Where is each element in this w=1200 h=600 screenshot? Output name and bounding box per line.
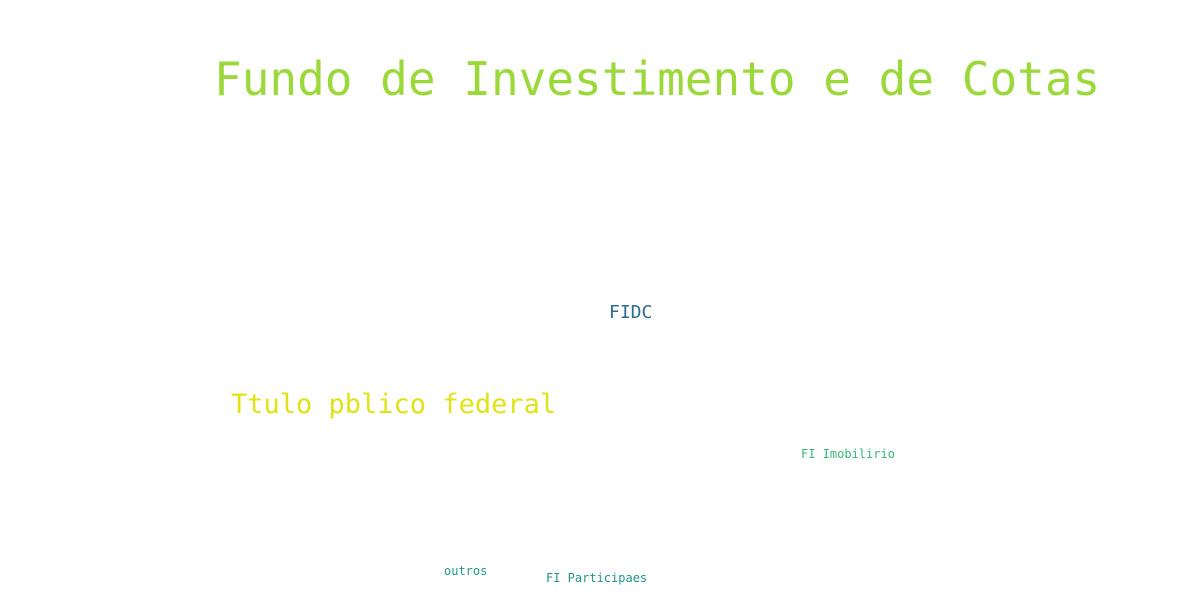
word-fundo-de-investimento-e-de-cotas: Fundo de Investimento e de Cotas	[214, 52, 1101, 106]
word-fi-participacoes: FI Participaes	[546, 571, 648, 585]
word-fidc: FIDC	[609, 302, 653, 323]
word-outros: outros	[444, 564, 488, 578]
word-titulo-publico-federal: Ttulo pblico federal	[231, 389, 557, 420]
word-fi-imobiliario: FI Imobilirio	[801, 447, 895, 461]
